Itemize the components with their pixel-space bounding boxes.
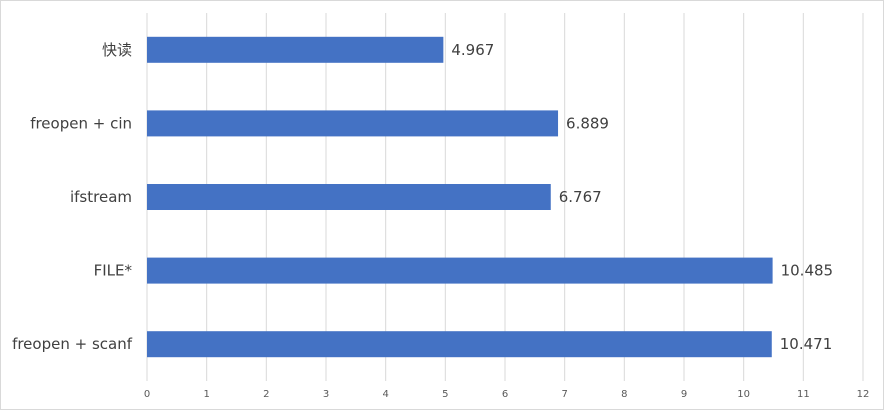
bar — [147, 184, 551, 210]
x-axis-ticks: 0 1 2 3 4 5 6 7 8 9 10 11 12 — [144, 389, 870, 400]
bar — [147, 257, 773, 284]
label-layer: 快读 4.967 freopen + cin 6.889 ifstream 6.767 FI… — [12, 41, 833, 353]
x-tick-label: 2 — [263, 389, 269, 400]
x-tick-label: 4 — [382, 389, 388, 400]
data-label: 10.471 — [780, 335, 833, 353]
data-label: 4.967 — [451, 41, 494, 59]
x-tick-label: 11 — [797, 389, 810, 400]
bar-layer — [147, 36, 773, 358]
data-label: 6.767 — [559, 188, 602, 206]
x-tick-label: 0 — [144, 389, 150, 400]
x-tick-label: 10 — [737, 389, 750, 400]
bar — [147, 110, 559, 137]
x-tick-label: 7 — [561, 389, 567, 400]
x-tick-label: 1 — [203, 389, 209, 400]
category-label: freopen + scanf — [12, 335, 133, 353]
data-label: 10.485 — [781, 262, 834, 280]
x-tick-label: 3 — [323, 389, 329, 400]
x-tick-label: 8 — [621, 389, 627, 400]
category-label: freopen + cin — [30, 114, 132, 132]
x-tick-label: 5 — [442, 389, 448, 400]
bar — [147, 331, 772, 358]
x-tick-label: 12 — [857, 389, 870, 400]
category-label: ifstream — [70, 188, 132, 206]
x-tick-label: 9 — [681, 389, 687, 400]
data-label: 6.889 — [566, 114, 609, 132]
category-label: FILE* — [94, 262, 133, 280]
category-label: 快读 — [102, 41, 132, 59]
x-tick-label: 6 — [502, 389, 508, 400]
bar — [147, 36, 444, 63]
